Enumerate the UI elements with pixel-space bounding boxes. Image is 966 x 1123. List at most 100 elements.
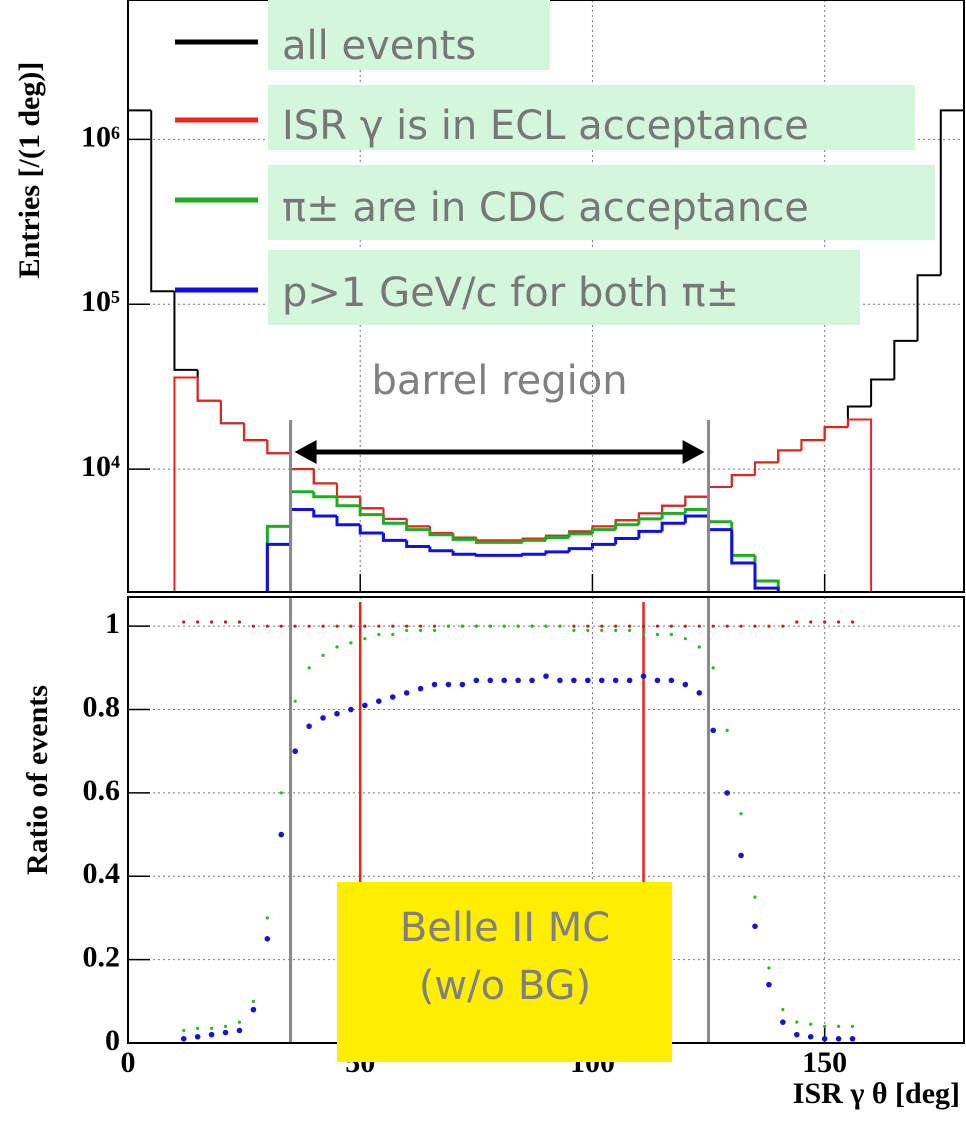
histogram-bin xyxy=(265,542,291,592)
histogram-bin xyxy=(753,555,780,592)
data-point xyxy=(196,620,200,624)
histogram-bin xyxy=(637,529,663,539)
data-point xyxy=(739,624,743,628)
histogram-bin xyxy=(173,376,198,592)
histogram-bin xyxy=(312,469,337,485)
histogram-bin xyxy=(359,496,384,510)
data-point xyxy=(823,1024,827,1028)
histogram-bin xyxy=(289,507,314,545)
histogram-bin xyxy=(428,546,454,553)
histogram-bin xyxy=(614,536,639,545)
data-point xyxy=(222,1029,229,1036)
data-point xyxy=(821,1036,828,1042)
data-point xyxy=(738,852,744,859)
data-point xyxy=(515,677,521,684)
data-point xyxy=(725,624,729,628)
data-point xyxy=(614,624,618,628)
data-point xyxy=(377,632,381,637)
data-point xyxy=(419,628,423,632)
data-point xyxy=(237,620,242,624)
histogram-bin xyxy=(451,550,477,556)
annotation-box xyxy=(337,882,672,1062)
histogram-bin xyxy=(730,474,755,487)
data-point xyxy=(807,1033,814,1040)
data-point xyxy=(767,966,771,970)
histogram-bin xyxy=(754,461,779,476)
histogram-bin xyxy=(777,449,802,463)
data-point xyxy=(850,620,855,624)
data-point xyxy=(251,624,255,628)
histogram-bin xyxy=(661,504,686,514)
y-tick-label: 0 xyxy=(105,1024,120,1057)
data-point xyxy=(655,632,660,637)
data-point xyxy=(628,628,632,632)
data-point xyxy=(376,698,382,705)
histogram-bin xyxy=(336,483,361,498)
data-point xyxy=(849,1036,856,1042)
histogram-bin xyxy=(777,449,802,463)
data-point xyxy=(598,677,605,684)
plot-area xyxy=(128,109,964,592)
histogram-bin xyxy=(173,291,198,371)
annotation: (w/o BG) xyxy=(419,963,591,1009)
legend-box xyxy=(268,85,915,150)
data-point xyxy=(292,748,299,755)
data-point xyxy=(405,628,409,632)
histogram-bin xyxy=(266,440,291,455)
data-point xyxy=(724,790,730,796)
data-point xyxy=(335,624,339,628)
data-point xyxy=(823,620,827,624)
histogram-bin xyxy=(474,539,500,544)
histogram-bin xyxy=(196,377,221,402)
y-tick-label: 10⁵ xyxy=(81,285,120,318)
histogram-bin xyxy=(405,518,430,528)
data-point xyxy=(391,632,395,637)
data-point xyxy=(612,677,619,684)
data-point xyxy=(780,1019,786,1025)
data-point xyxy=(530,624,534,628)
data-point xyxy=(293,624,297,628)
y-tick-label: 0.4 xyxy=(83,857,121,890)
legend-box xyxy=(268,0,550,70)
histogram-bin xyxy=(128,109,152,592)
data-point xyxy=(210,1026,214,1031)
histogram-bin xyxy=(730,474,755,487)
histogram-bin xyxy=(358,524,384,535)
histogram-bin xyxy=(614,523,639,530)
histogram-bin xyxy=(684,495,709,506)
histogram-bin xyxy=(521,538,546,543)
legend-label: π± are in CDC acceptance xyxy=(282,185,809,231)
data-point xyxy=(362,702,368,709)
histogram-bin xyxy=(939,109,964,592)
histogram-bin xyxy=(266,440,291,455)
data-point xyxy=(711,624,715,628)
data-point xyxy=(501,677,508,684)
y-tick-label: 10⁴ xyxy=(81,450,120,483)
histogram-bin xyxy=(382,508,407,520)
data-point xyxy=(766,981,772,988)
data-point xyxy=(837,1024,841,1028)
data-point xyxy=(208,1031,215,1038)
data-point xyxy=(850,1024,855,1028)
data-point xyxy=(264,935,271,942)
histogram-bin xyxy=(381,533,407,542)
histogram-bin xyxy=(405,518,430,528)
histogram-bin xyxy=(567,532,593,538)
data-point xyxy=(431,681,438,688)
data-point xyxy=(446,624,451,628)
histogram-bin xyxy=(684,495,709,506)
data-point xyxy=(321,624,325,628)
data-point xyxy=(487,677,494,684)
data-point xyxy=(474,624,478,628)
data-point xyxy=(753,895,757,899)
histogram-bin xyxy=(428,526,454,535)
histogram-bin xyxy=(219,400,245,425)
legend-box xyxy=(268,250,860,325)
y-axis-label: Entries [/(1 deg)] xyxy=(13,62,46,279)
histogram-bin xyxy=(660,521,686,532)
y-tick-label: 10⁶ xyxy=(81,120,120,153)
data-point xyxy=(417,685,424,692)
histogram-bin xyxy=(428,529,454,537)
y-tick-label: 0.8 xyxy=(83,690,121,723)
histogram-bin xyxy=(870,378,895,407)
